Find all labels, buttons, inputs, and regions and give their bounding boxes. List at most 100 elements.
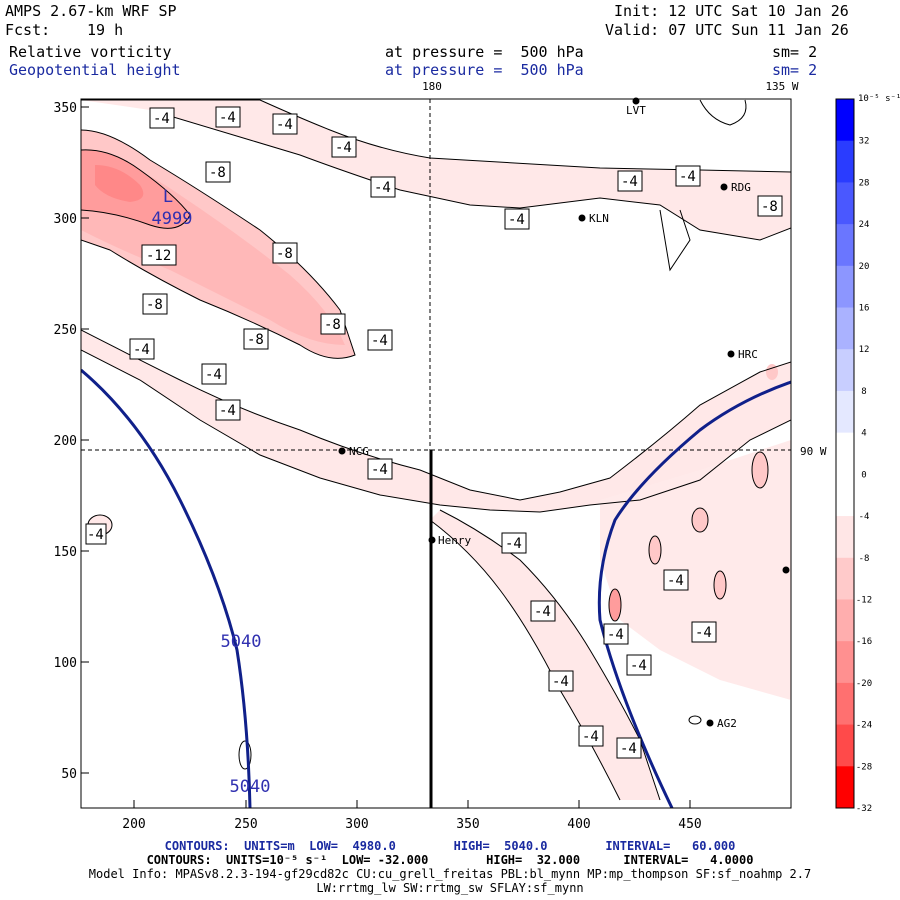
model-info-2: LW:rrtmg_lw SW:rrtmg_sw SFLAY:sf_mynn: [316, 881, 584, 895]
contour-label-box: -8: [757, 195, 783, 217]
height-contour-info: CONTOURS: UNITS=m LOW= 4980.0 HIGH= 5040…: [164, 839, 736, 853]
height-contour-label: 5040: [221, 632, 262, 652]
colorbar-segment: [836, 224, 854, 267]
x-tick-label: 350: [456, 817, 479, 832]
contour-label-box: -4: [616, 737, 642, 759]
contour-label: -4: [371, 462, 388, 478]
contour-label: -4: [374, 180, 391, 196]
contour-label: -4: [219, 110, 236, 126]
vort-region-east: [600, 440, 791, 700]
contour-label-box: -4: [663, 569, 689, 591]
x-tick-label: 250: [234, 817, 257, 832]
colorbar-tick-label: 20: [859, 262, 870, 272]
colorbar-segment: [836, 599, 854, 642]
colorbar-segment: [836, 682, 854, 726]
contour-label: -4: [695, 625, 712, 641]
contour-label-box: -4: [215, 399, 241, 421]
vorticity-contour-info: CONTOURS: UNITS=10⁻⁵ s⁻¹ LOW= -32.000 HI…: [146, 853, 754, 867]
contour-label-box: -4: [215, 106, 241, 128]
station-dot: [338, 447, 346, 455]
contour-label-box: -4: [501, 532, 527, 554]
contour-label: -4: [505, 536, 522, 552]
forecast-hour: 19 h: [87, 21, 124, 39]
colorbar-unit: 10⁻⁵ s⁻¹: [858, 94, 900, 104]
station-dot: [727, 350, 735, 358]
contour-label: -8: [146, 297, 163, 313]
contour-label-box: -8: [320, 313, 346, 335]
colorbar-tick-label: -28: [856, 762, 872, 772]
y-tick-label: 50: [61, 767, 77, 782]
field1-level: at pressure = 500 hPa: [385, 43, 584, 61]
longitude-135w-label: 135 W: [765, 80, 798, 93]
y-tick-label: 300: [54, 212, 77, 227]
contour-label: -4: [630, 658, 647, 674]
x-tick-label: 400: [567, 817, 590, 832]
contour-label-box: -4: [617, 170, 643, 192]
contour-label-box: -8: [272, 242, 298, 264]
colorbar-tick-label: 16: [859, 304, 870, 314]
station-label: Henry: [438, 534, 471, 547]
height-contour-label: 5040: [230, 777, 271, 797]
contour-label-box: -4: [272, 113, 298, 135]
model-info: Model Info: MPASv8.2.3-194-gf29cd82c CU:…: [88, 867, 812, 881]
contour-label: -8: [209, 165, 226, 181]
colorbar-tick-label: -4: [859, 512, 870, 522]
colorbar-tick-label: -20: [856, 679, 872, 689]
longitude-180-label: 180: [422, 80, 442, 93]
station-dot: [720, 183, 728, 191]
y-tick-label: 150: [54, 545, 77, 560]
y-tick-label: 350: [54, 101, 77, 116]
station-label: RDG: [731, 181, 751, 194]
contour-label: -4: [552, 674, 569, 690]
y-tick-label: 250: [54, 323, 77, 338]
colorbar-tick-label: 4: [861, 429, 866, 439]
station-dot: [578, 214, 586, 222]
contour-label: -4: [205, 367, 222, 383]
x-tick-label: 450: [678, 817, 701, 832]
contour-label-box: -4: [675, 165, 701, 187]
colorbar-segment: [836, 265, 854, 309]
longitude-90w-label: 90 W: [800, 445, 827, 458]
contour-label: -12: [146, 248, 171, 264]
contour-label: -4: [679, 169, 696, 185]
colorbar-segment: [836, 307, 854, 350]
contour-label-box: -4: [603, 623, 629, 645]
contour-label: -4: [607, 627, 624, 643]
colorbar-segment: [836, 182, 854, 225]
colorbar-tick-label: -32: [856, 804, 872, 814]
contour-label: -8: [761, 199, 778, 215]
contour-label-box: -8: [243, 328, 269, 350]
contour-label: -8: [276, 246, 293, 262]
colorbar-tick-label: 24: [859, 220, 870, 230]
contour-label: -8: [324, 317, 341, 333]
colorbar-segment: [836, 766, 854, 809]
station-dot: [428, 536, 436, 544]
contour-label-box: -4: [504, 208, 530, 230]
colorbar: 10⁻⁵ s⁻¹ 32 28 24 20 16 12 8 4 0 -4 -8 -12 -16 -20 -24 -…: [835, 94, 900, 814]
contour-label-box: -4: [370, 176, 396, 198]
contour-label-box: -12: [141, 244, 177, 266]
colorbar-segment: [836, 99, 854, 142]
station-label: HRC: [738, 348, 758, 361]
x-tick-label: 300: [345, 817, 368, 832]
field1-name: Relative vorticity: [9, 43, 172, 61]
colorbar-segment: [836, 432, 854, 475]
model-title: AMPS 2.67-km WRF SP: [5, 2, 177, 20]
station-dot: [632, 97, 640, 105]
colorbar-tick-label: -12: [856, 595, 872, 605]
contour-label-box: -4: [530, 600, 556, 622]
contour-label: -8: [247, 332, 264, 348]
colorbar-segment: [836, 557, 854, 600]
contour-label-box: -8: [205, 161, 231, 183]
contour-label: -4: [620, 741, 637, 757]
colorbar-tick-label: -24: [856, 721, 872, 731]
colorbar-tick-label: 28: [859, 178, 870, 188]
colorbar-tick-label: -8: [859, 554, 870, 564]
contour-label-box: -4: [367, 329, 393, 351]
field2-name: Geopotential height: [9, 61, 181, 79]
y-tick-label: 100: [54, 656, 77, 671]
colorbar-tick-label: 12: [859, 345, 870, 355]
field2-smoothing: sm= 2: [772, 61, 818, 79]
colorbar-tick-label: 32: [859, 137, 870, 147]
